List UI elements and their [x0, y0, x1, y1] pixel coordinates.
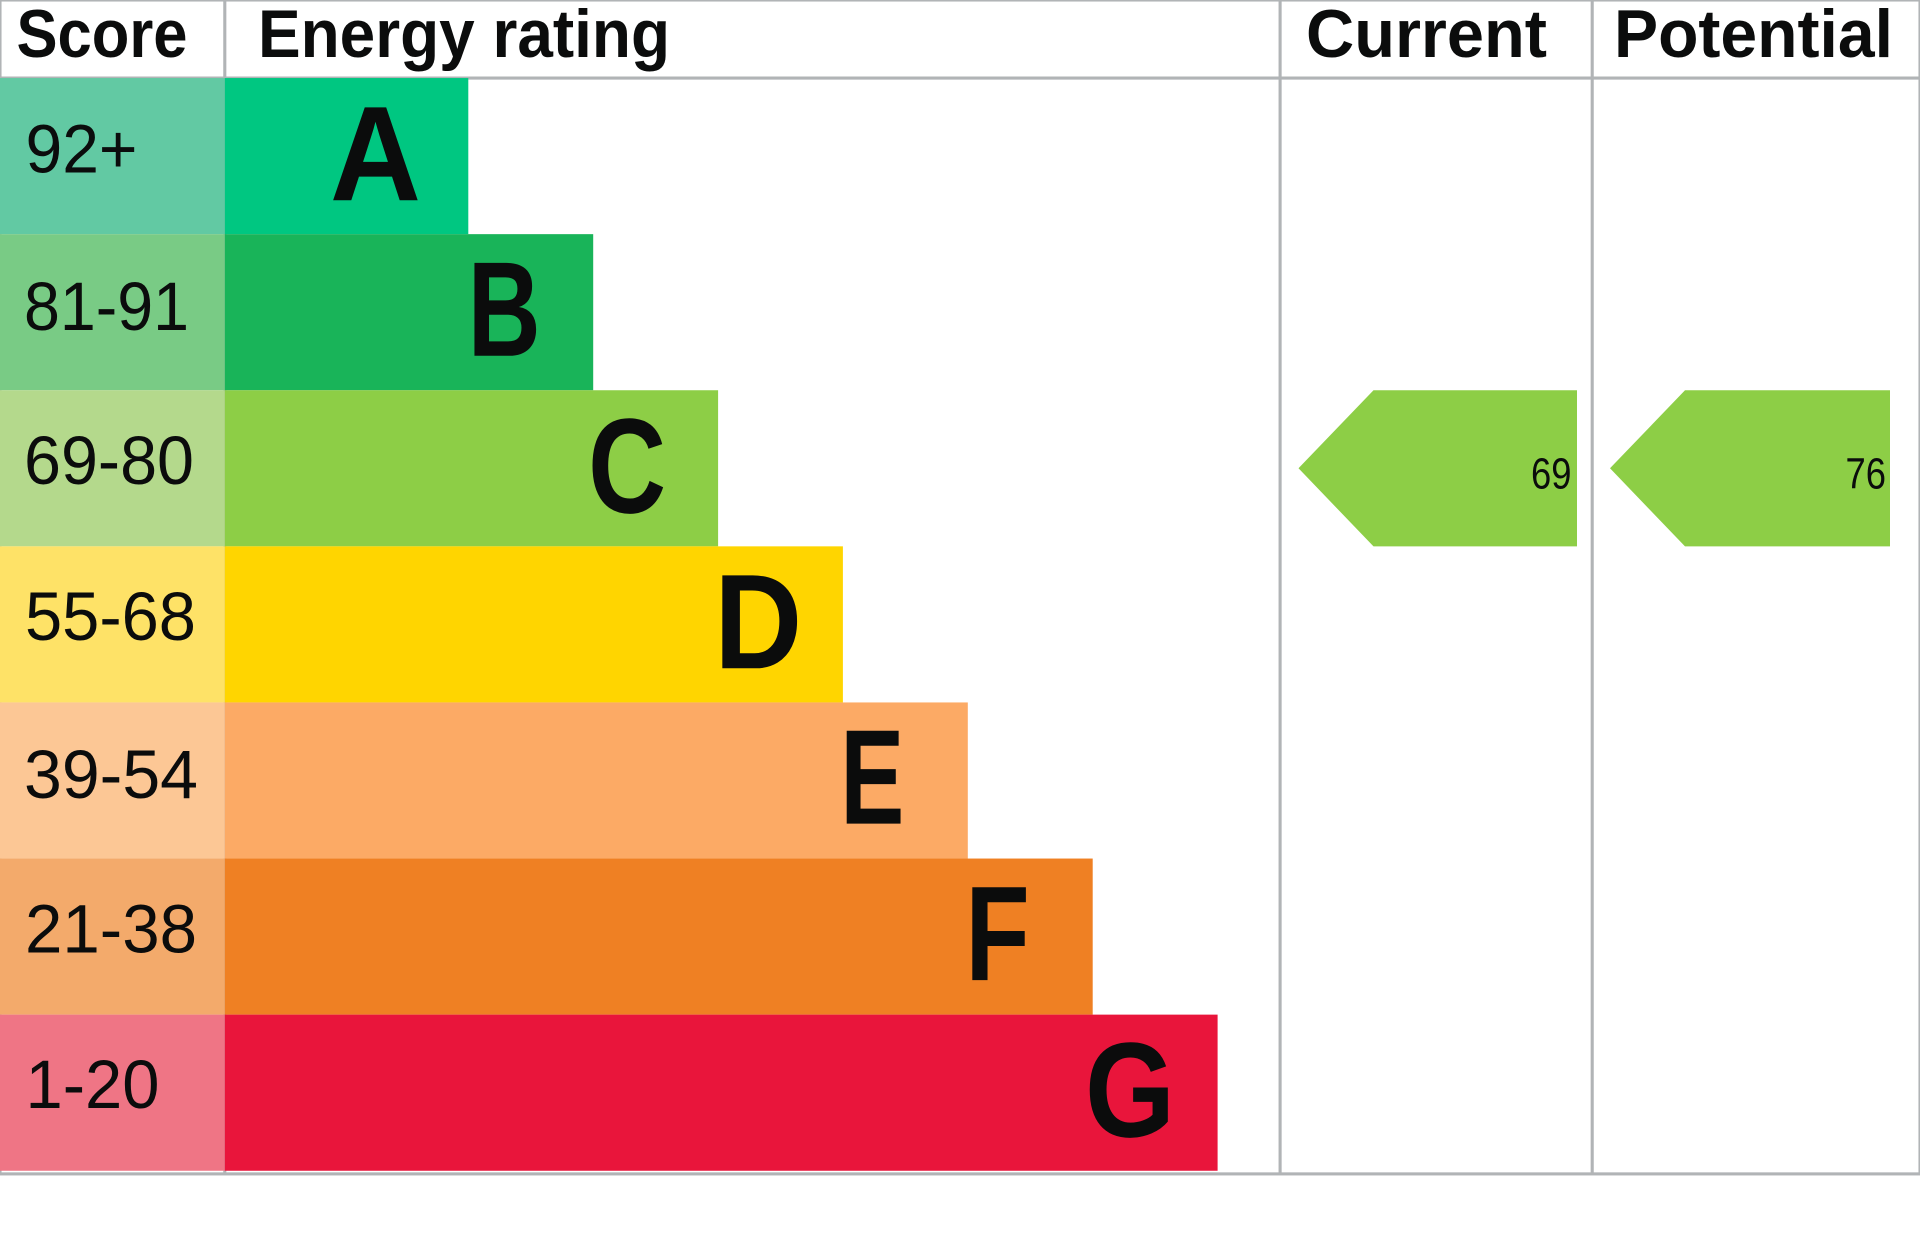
svg-text:92+: 92+ — [26, 110, 138, 187]
svg-text:55-68: 55-68 — [25, 578, 196, 655]
svg-text:69-80: 69-80 — [24, 422, 194, 499]
svg-text:Current: Current — [1306, 0, 1547, 72]
svg-text:D: D — [714, 546, 802, 697]
svg-text:A: A — [330, 78, 421, 229]
svg-text:Score: Score — [17, 0, 188, 72]
svg-text:1-20: 1-20 — [26, 1046, 160, 1123]
svg-text:E: E — [840, 702, 904, 853]
svg-text:F: F — [965, 858, 1030, 1009]
svg-text:B: B — [468, 234, 541, 385]
svg-text:G: G — [1085, 1015, 1175, 1166]
svg-text:21-38: 21-38 — [25, 891, 197, 968]
svg-text:69: 69 — [1531, 450, 1572, 499]
svg-text:Potential: Potential — [1614, 0, 1893, 72]
svg-text:Energy rating: Energy rating — [258, 0, 670, 72]
svg-text:C: C — [588, 391, 666, 542]
svg-text:39-54: 39-54 — [24, 736, 198, 813]
svg-text:81-91: 81-91 — [24, 268, 189, 345]
svg-text:76: 76 — [1846, 450, 1887, 499]
